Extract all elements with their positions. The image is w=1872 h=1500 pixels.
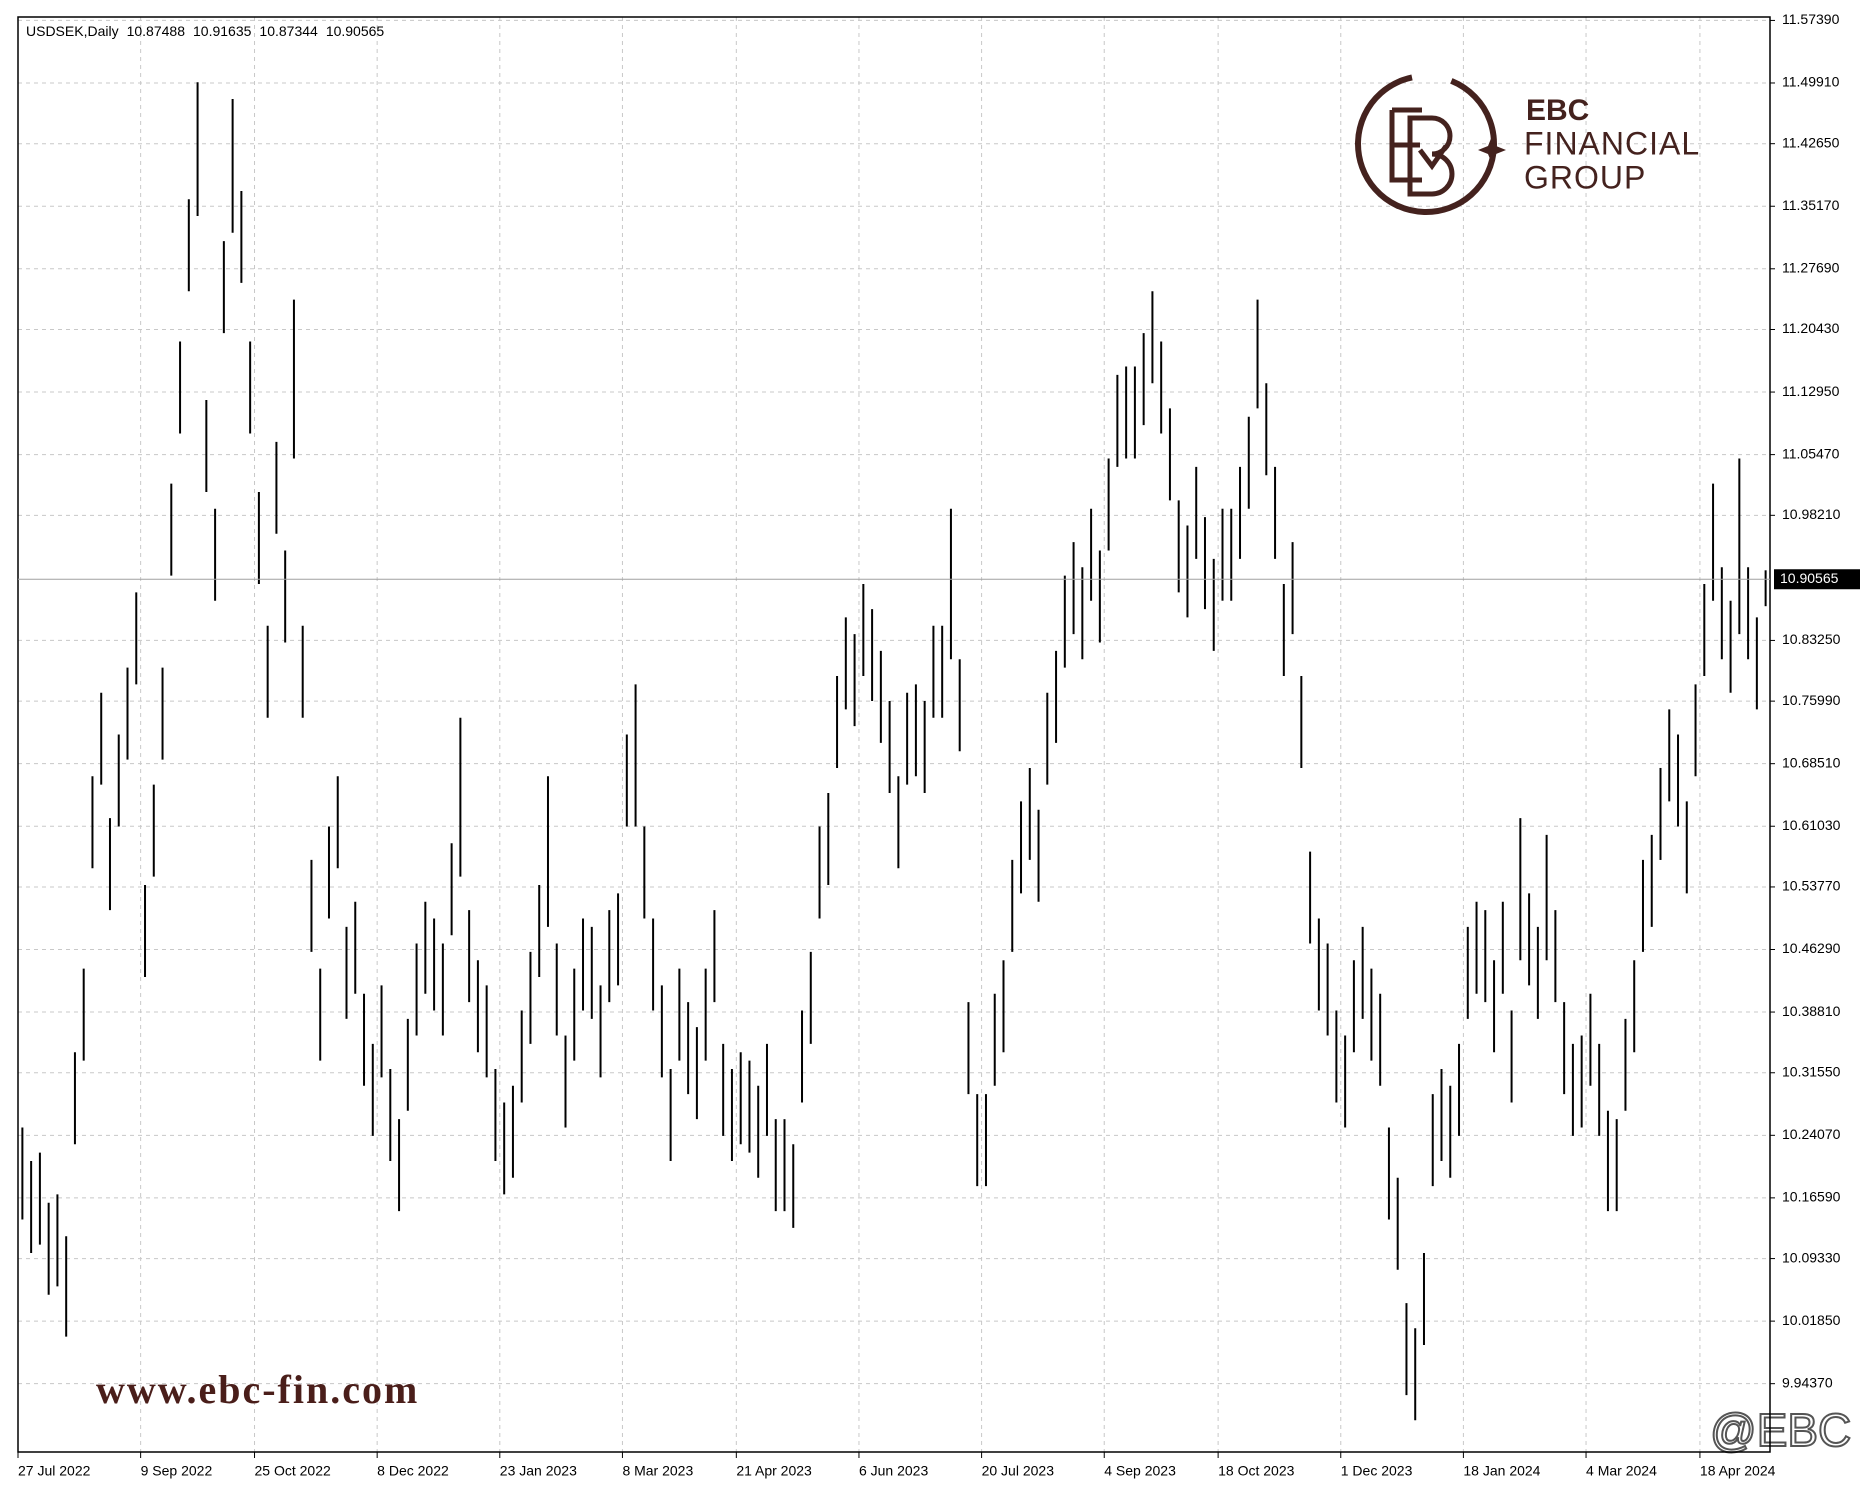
brand-line: FINANCIAL <box>1524 125 1700 161</box>
y-tick-label: 10.83250 <box>1782 631 1841 647</box>
y-tick-label: 11.42650 <box>1782 134 1840 150</box>
logo-ring <box>1355 73 1497 215</box>
y-tick-label: 11.57390 <box>1782 11 1840 27</box>
header: USDSEK,Daily 10.87488 10.91635 10.87344 10.9… <box>26 23 384 39</box>
y-tick-label: 11.49910 <box>1782 74 1840 90</box>
x-tick-label: 18 Oct 2023 <box>1218 1463 1294 1479</box>
y-tick-label: 11.20430 <box>1782 320 1840 336</box>
y-tick-label: 11.12950 <box>1782 383 1840 399</box>
header-value: 10.87344 <box>259 23 318 39</box>
last-price-label: 10.90565 <box>1780 570 1839 586</box>
last-price-box <box>1774 569 1860 590</box>
y-tick-label: 10.75990 <box>1782 692 1841 708</box>
brand: EBC <box>1526 94 1589 127</box>
x-tick-label: 23 Jan 2023 <box>500 1463 577 1479</box>
y-tick-label: 11.05470 <box>1782 445 1840 461</box>
x-tick-label: 18 Jan 2024 <box>1463 1463 1540 1479</box>
x-tick-label: 6 Jun 2023 <box>859 1463 928 1479</box>
x-tick-label: 8 Dec 2022 <box>377 1463 449 1479</box>
y-tick-label: 10.61030 <box>1782 817 1841 833</box>
handle: @EBC <box>1710 1404 1851 1456</box>
y-tick-label: 10.68510 <box>1782 754 1841 770</box>
url: www.ebc-fin.com <box>96 1367 419 1412</box>
logo-mark <box>1389 107 1455 197</box>
x-tick-label: 1 Dec 2023 <box>1341 1463 1413 1479</box>
y-tick-label: 10.38810 <box>1782 1003 1841 1019</box>
y-tick-label: 10.31550 <box>1782 1063 1841 1079</box>
x-tick-label: 8 Mar 2023 <box>622 1463 693 1479</box>
plot-frame <box>17 16 1771 1453</box>
header-value: 10.91635 <box>193 23 252 39</box>
header-value: 10.90565 <box>326 23 385 39</box>
logo: EBC FINANCIAL GROUP <box>1355 73 1700 215</box>
y-tick-label: 10.98210 <box>1782 506 1841 522</box>
x-tick-label: 4 Sep 2023 <box>1104 1463 1176 1479</box>
brand-line: GROUP <box>1524 159 1646 195</box>
y-tick-label: 10.01850 <box>1782 1312 1841 1328</box>
x-tick-label: 9 Sep 2022 <box>141 1463 213 1479</box>
symbol: USDSEK,Daily <box>26 23 119 39</box>
x-tick-label: 20 Jul 2023 <box>982 1463 1055 1479</box>
logo-star <box>1478 136 1506 164</box>
x-tick-label: 25 Oct 2022 <box>255 1463 331 1479</box>
x-tick-label: 4 Mar 2024 <box>1586 1463 1657 1479</box>
x-tick-label: 27 Jul 2022 <box>18 1463 91 1479</box>
y-tick-label: 11.27690 <box>1782 259 1840 275</box>
grid <box>18 17 1770 1452</box>
y-tick-label: 10.46290 <box>1782 940 1841 956</box>
x-tick-label: 21 Apr 2023 <box>736 1463 812 1479</box>
y-tick-label: 10.16590 <box>1782 1189 1841 1205</box>
y-tick-label: 10.24070 <box>1782 1126 1841 1142</box>
y-tick-label: 11.35170 <box>1782 197 1840 213</box>
bars <box>21 82 1767 1421</box>
y-tick-label: 10.09330 <box>1782 1249 1841 1265</box>
header-value: 10.87488 <box>127 23 186 39</box>
y-tick-label: 10.53770 <box>1782 878 1841 894</box>
y-tick-label: 9.94370 <box>1782 1374 1833 1390</box>
x-tick-label: 18 Apr 2024 <box>1700 1463 1776 1479</box>
